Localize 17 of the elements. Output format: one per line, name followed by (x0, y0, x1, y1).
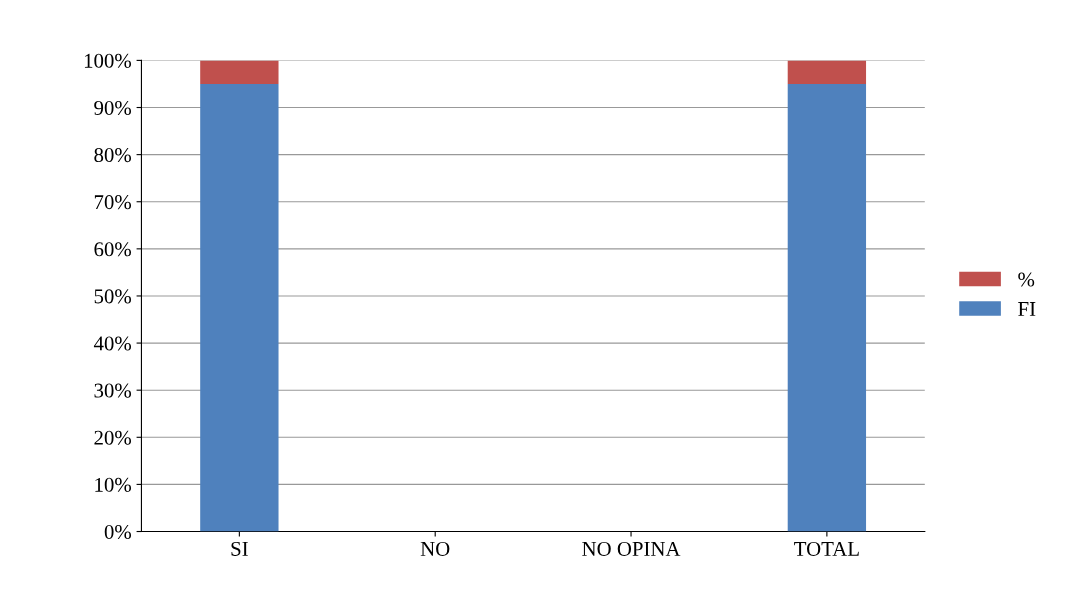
x-tick-label: NO OPINA (582, 541, 681, 556)
y-tick-label: 90% (94, 100, 132, 116)
y-tick-label: 0% (104, 524, 132, 540)
y-tick-label: 20% (94, 430, 132, 445)
x-tick-label: SI (231, 541, 248, 556)
legend-label: FI (1018, 302, 1036, 316)
y-tick-label: 60% (94, 242, 132, 257)
x-tick-label: TOTAL (794, 541, 859, 556)
x-tick-label: NO (420, 541, 450, 556)
y-tick-label: 100% (84, 53, 132, 68)
y-tick-label: 40% (93, 336, 132, 351)
y-tick-label: 30% (94, 383, 132, 398)
legend-label: % (1018, 272, 1035, 287)
y-tick-label: 70% (94, 195, 132, 210)
y-tick-label: 80% (94, 148, 132, 163)
y-tick-label: 10% (95, 477, 132, 492)
y-tick-label: 50% (94, 289, 132, 304)
